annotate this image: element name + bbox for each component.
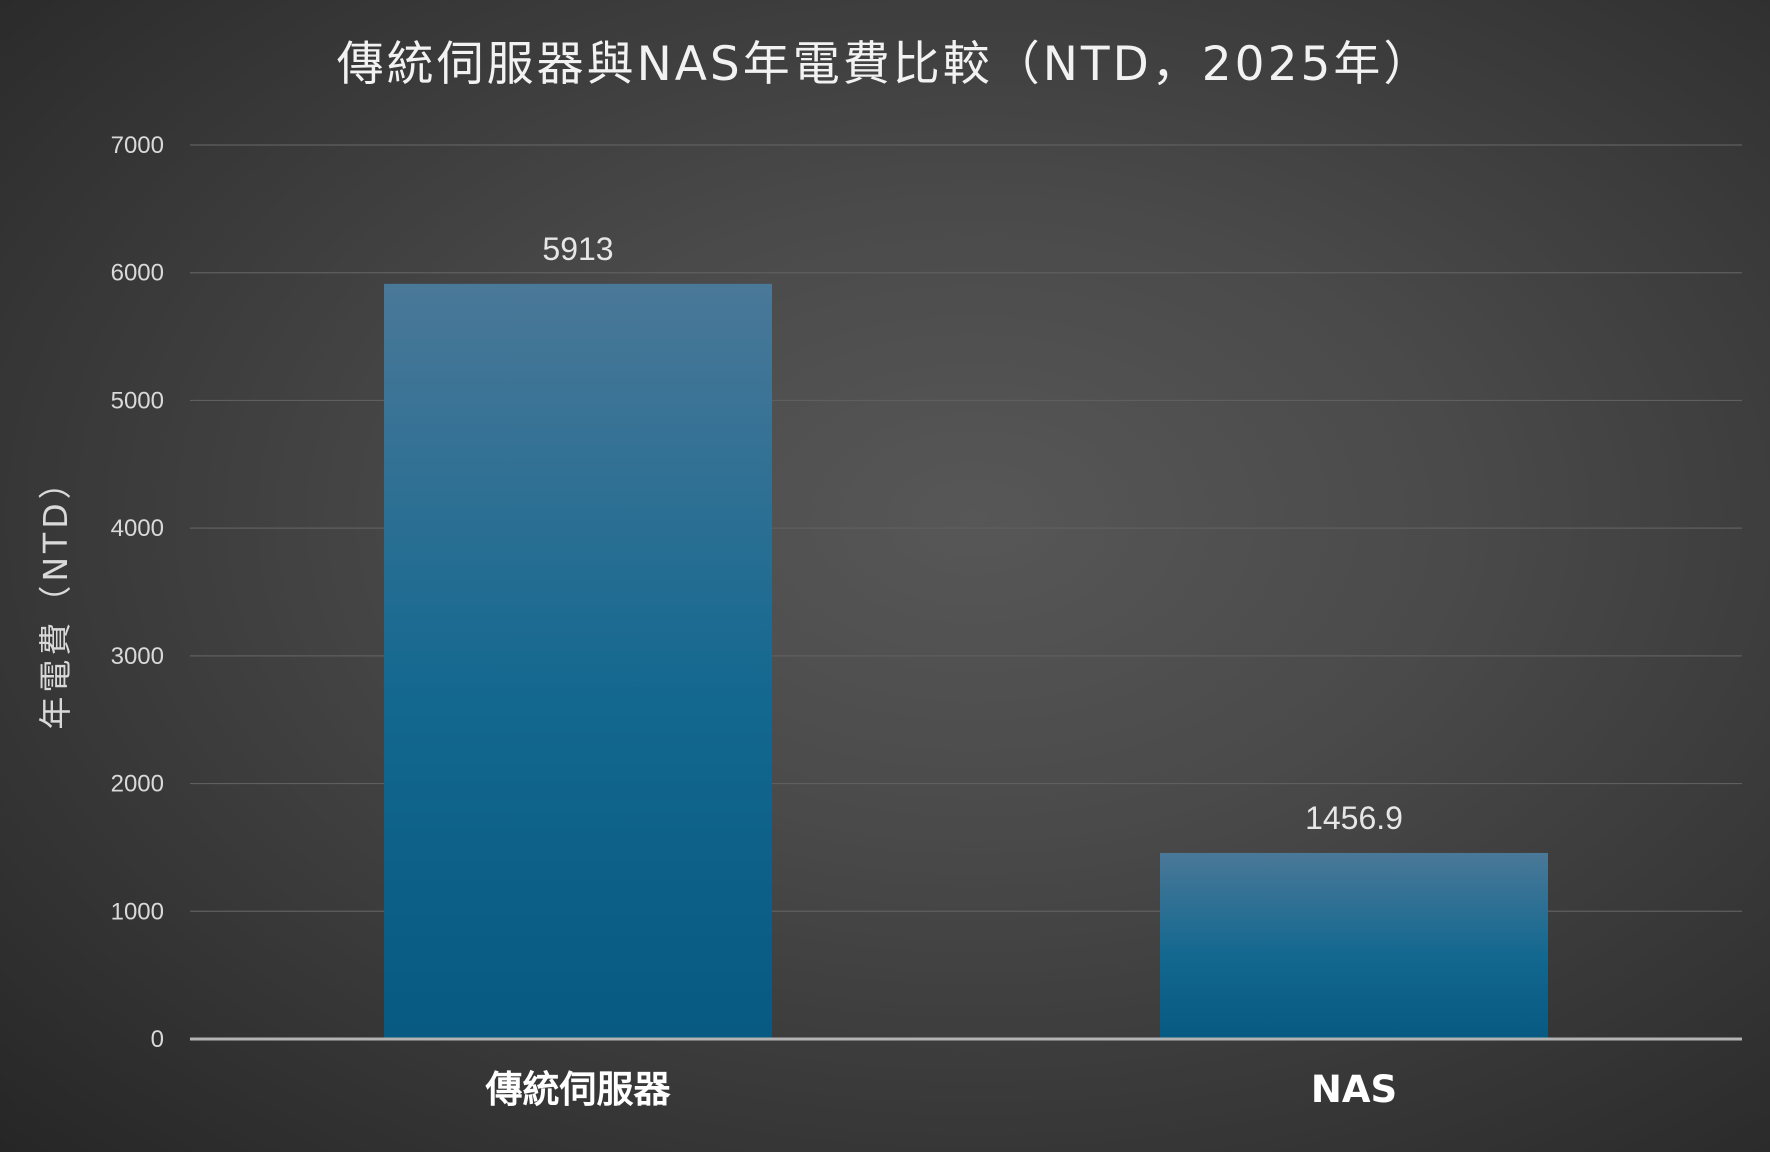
- y-tick-label: 1000: [111, 898, 164, 925]
- bar-1: [1160, 852, 1548, 1039]
- x-category-label: 傳統伺服器: [485, 1068, 672, 1111]
- y-tick-label: 7000: [111, 132, 164, 159]
- y-tick-label: 5000: [111, 387, 164, 414]
- data-labels: 5913 1456.9: [542, 231, 1403, 836]
- bars: [384, 283, 1548, 1039]
- y-axis-ticks: 0 1000 2000 3000 4000 5000 6000 7000: [111, 132, 164, 1053]
- bar-0: [384, 283, 772, 1039]
- bar-value-label: 1456.9: [1305, 800, 1403, 836]
- y-axis-label: 年電費（NTD）: [36, 462, 75, 729]
- y-tick-label: 2000: [111, 771, 164, 798]
- bar-value-label: 5913: [542, 231, 613, 267]
- y-tick-label: 0: [151, 1026, 164, 1053]
- chart-title: 傳統伺服器與NAS年電費比較（NTD，2025年）: [337, 37, 1434, 92]
- y-tick-label: 4000: [111, 515, 164, 542]
- y-tick-label: 6000: [111, 260, 164, 287]
- x-axis-categories: 傳統伺服器 NAS: [485, 1068, 1398, 1111]
- y-tick-label: 3000: [111, 643, 164, 670]
- x-category-label: NAS: [1311, 1068, 1397, 1111]
